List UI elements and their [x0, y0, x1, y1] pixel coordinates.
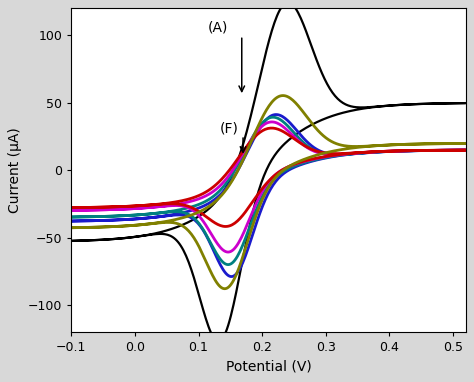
Text: (A): (A): [208, 20, 228, 34]
Text: (F): (F): [219, 121, 238, 136]
Y-axis label: Current (μA): Current (μA): [9, 127, 22, 213]
X-axis label: Potential (V): Potential (V): [226, 360, 311, 374]
